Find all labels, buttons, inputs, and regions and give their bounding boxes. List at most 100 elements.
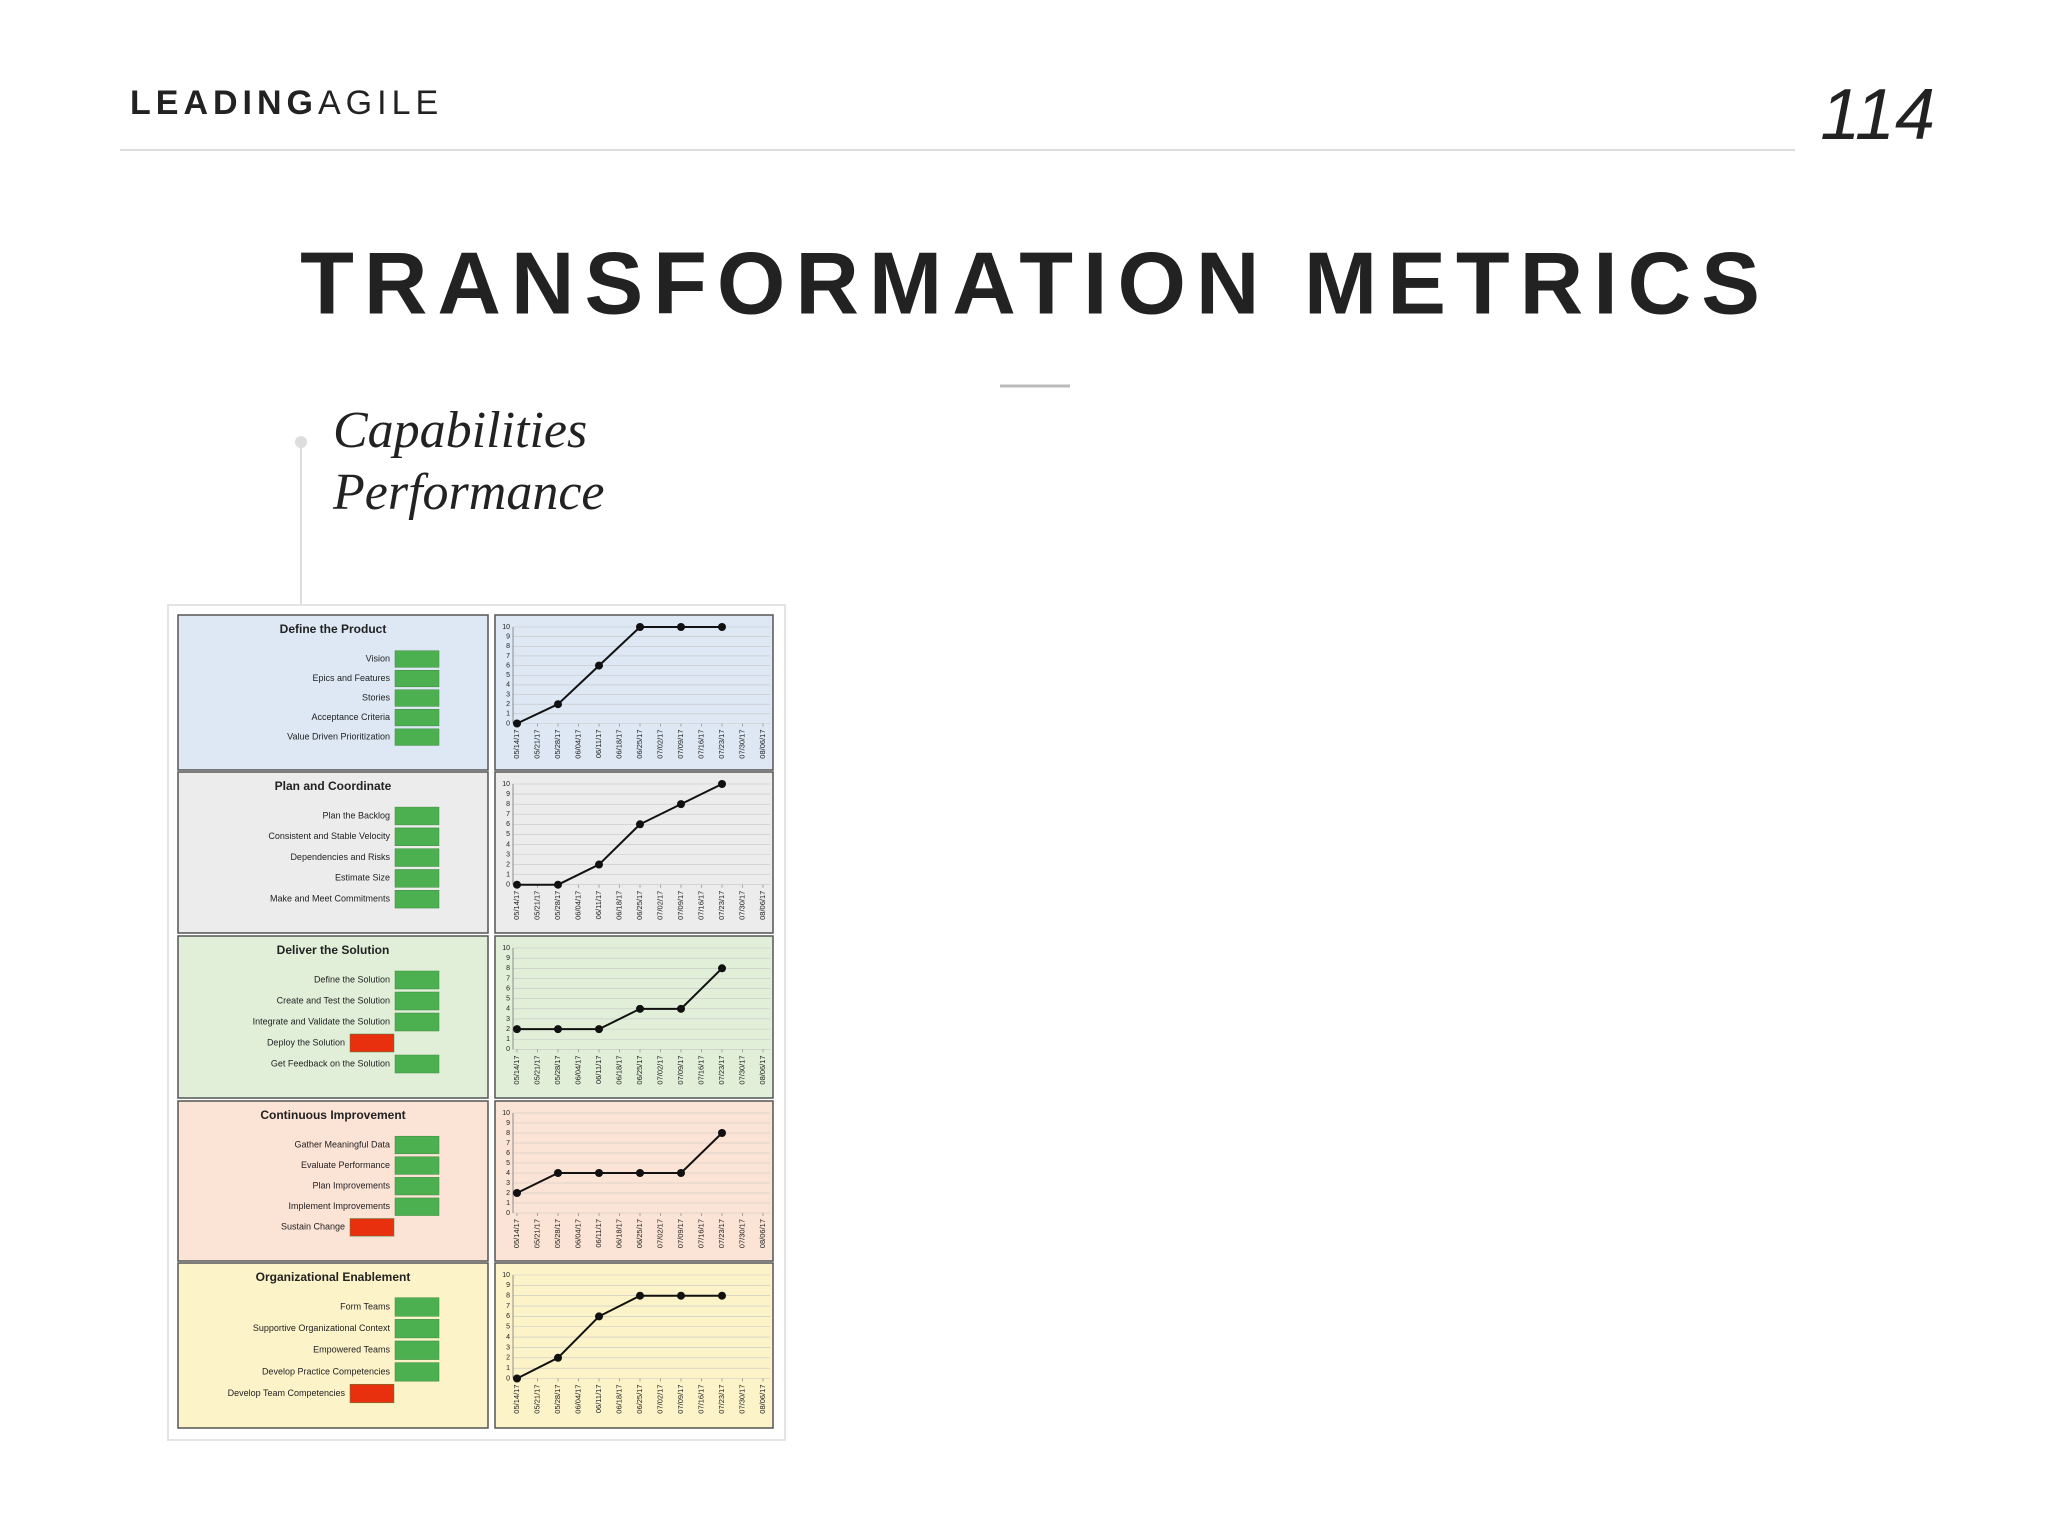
x-tick-label: 06/25/17 [635, 730, 644, 759]
x-tick-label: 05/21/17 [532, 891, 541, 920]
item-label: Create and Test the Solution [277, 995, 390, 1005]
x-tick-label: 06/25/17 [635, 1219, 644, 1248]
y-tick-label: 1 [506, 1036, 510, 1043]
item-label: Get Feedback on the Solution [271, 1058, 390, 1068]
x-tick-label: 06/04/17 [573, 1055, 582, 1084]
data-point [636, 1291, 644, 1300]
status-box [349, 1033, 395, 1053]
item-label: Form Teams [340, 1301, 390, 1311]
x-tick-label: 05/28/17 [553, 891, 562, 920]
data-line [516, 1294, 722, 1380]
data-point [513, 880, 521, 889]
x-tick-label: 06/04/17 [573, 1219, 582, 1248]
y-tick-label: 4 [506, 1170, 510, 1177]
y-tick-label: 1 [506, 1365, 510, 1372]
item-label: Develop Team Competencies [228, 1388, 346, 1398]
y-tick-label: 5 [506, 996, 510, 1003]
x-tick-label: 07/23/17 [717, 1219, 726, 1248]
bullet: Performance [332, 464, 604, 521]
y-tick-label: 6 [506, 1313, 510, 1320]
y-tick-label: 3 [506, 851, 510, 858]
status-box [394, 1297, 440, 1317]
item-label: Acceptance Criteria [311, 712, 390, 722]
data-line [516, 1132, 723, 1194]
data-point [677, 800, 685, 809]
data-point [513, 1025, 521, 1034]
status-box [394, 728, 440, 746]
y-tick-label: 10 [502, 945, 510, 952]
x-tick-label: 08/06/17 [758, 891, 767, 920]
status-box [394, 650, 440, 668]
y-tick-label: 0 [506, 720, 510, 727]
x-tick-label: 06/04/17 [573, 1385, 582, 1414]
x-tick-label: 07/23/17 [717, 1385, 726, 1414]
data-point [636, 623, 644, 631]
y-tick-label: 3 [506, 1016, 510, 1023]
chart-panel [494, 614, 774, 771]
logo: LEADINGAGILE [130, 84, 443, 122]
item-label: Integrate and Validate the Solution [253, 1016, 390, 1026]
x-tick-label: 07/30/17 [737, 1385, 746, 1414]
y-tick-label: 3 [506, 1344, 510, 1351]
item-label: Stories [362, 692, 391, 702]
data-point [636, 1169, 644, 1177]
y-tick-label: 7 [506, 653, 510, 660]
status-box [349, 1383, 395, 1404]
data-point [718, 623, 726, 631]
x-tick-label: 05/14/17 [512, 891, 521, 920]
y-tick-label: 6 [506, 985, 510, 992]
x-tick-label: 07/30/17 [737, 891, 746, 920]
item-label: Value Driven Prioritization [287, 731, 390, 741]
y-tick-label: 7 [506, 811, 510, 818]
data-point [677, 1169, 685, 1177]
x-tick-label: 07/09/17 [676, 1219, 685, 1248]
status-box [394, 1197, 440, 1216]
y-tick-label: 5 [506, 831, 510, 838]
chart-panel [494, 771, 774, 934]
data-point [718, 780, 726, 788]
item-label: Plan Improvements [312, 1181, 390, 1191]
data-point [718, 1129, 726, 1137]
logo-light: AGILE [318, 84, 443, 122]
y-tick-label: 4 [506, 1334, 510, 1341]
y-tick-label: 0 [506, 1375, 510, 1382]
y-tick-label: 6 [506, 821, 510, 828]
y-tick-label: 4 [506, 841, 510, 848]
y-tick-label: 5 [506, 1324, 510, 1331]
y-tick-label: 3 [506, 691, 510, 698]
x-tick-label: 06/18/17 [614, 891, 623, 920]
data-point [554, 1353, 562, 1362]
x-tick-label: 08/06/17 [758, 1055, 767, 1084]
x-tick-label: 05/14/17 [512, 1385, 521, 1414]
status-box [394, 1362, 440, 1382]
x-tick-label: 07/30/17 [737, 1055, 746, 1084]
y-tick-label: 2 [506, 1355, 510, 1362]
x-tick-label: 05/14/17 [512, 1055, 521, 1084]
item-label: Make and Meet Commitments [270, 894, 391, 904]
y-tick-label: 7 [506, 1140, 510, 1147]
slide-title: TRANSFORMATION METRICS [300, 233, 1770, 332]
x-tick-label: 07/16/17 [696, 1055, 705, 1084]
item-label: Empowered Teams [313, 1345, 390, 1355]
x-tick-label: 07/16/17 [696, 1385, 705, 1414]
item-label: Define the Solution [314, 974, 390, 984]
y-tick-label: 8 [506, 643, 510, 650]
logo-bold: LEADING [130, 84, 318, 122]
y-tick-label: 5 [506, 1160, 510, 1167]
y-tick-label: 9 [506, 955, 510, 962]
x-tick-label: 07/23/17 [717, 730, 726, 759]
bullet: Capabilities [333, 402, 587, 459]
y-tick-label: 3 [506, 1180, 510, 1187]
x-tick-label: 05/21/17 [532, 1219, 541, 1248]
status-box [394, 1156, 440, 1175]
x-tick-label: 07/09/17 [676, 1385, 685, 1414]
x-tick-label: 07/09/17 [676, 891, 685, 920]
y-tick-label: 9 [506, 1282, 510, 1289]
data-point [595, 661, 603, 670]
x-tick-label: 06/11/17 [594, 1219, 603, 1248]
data-point [636, 820, 644, 829]
x-tick-label: 07/16/17 [696, 891, 705, 920]
status-box [394, 669, 440, 688]
y-tick-label: 1 [506, 1200, 510, 1207]
